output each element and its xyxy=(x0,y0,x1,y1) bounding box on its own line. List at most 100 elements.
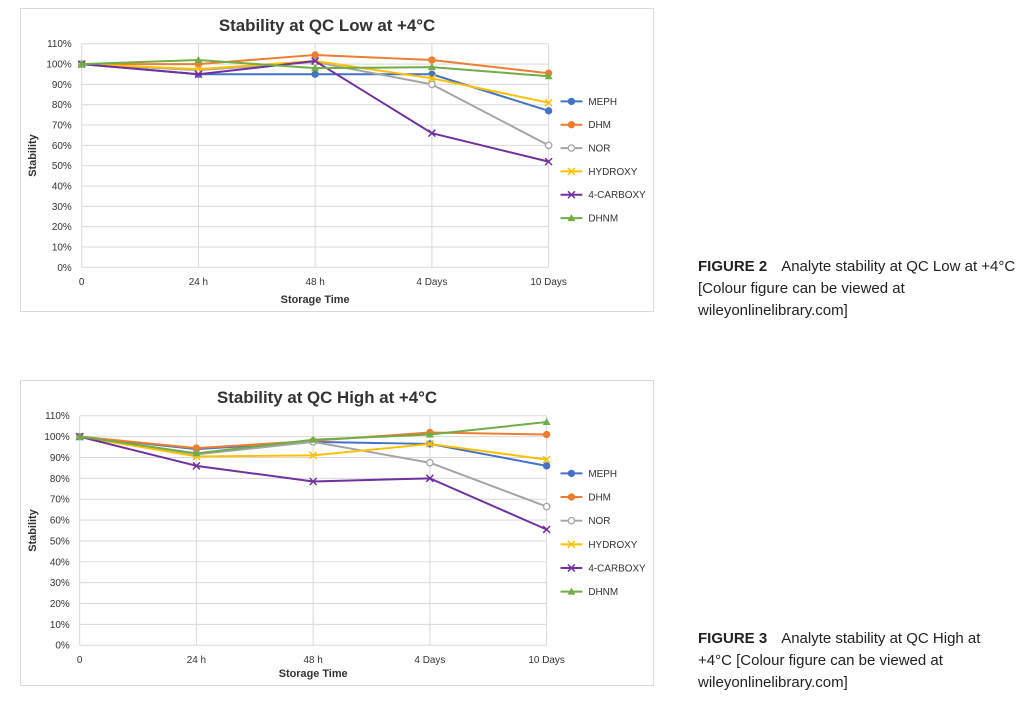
legend-item-meph: MEPH xyxy=(560,97,617,108)
data-point-dhm xyxy=(428,56,436,64)
y-tick-label: 110% xyxy=(45,411,70,422)
y-tick-label: 20% xyxy=(50,599,70,610)
data-point-4-carboxy xyxy=(425,474,434,483)
x-tick-label: 0 xyxy=(77,655,83,666)
data-point-dhnm xyxy=(77,60,86,68)
y-tick-label: 80% xyxy=(50,474,70,485)
data-point-nor xyxy=(428,80,436,89)
y-tick-label: 10% xyxy=(50,620,70,631)
data-point-nor xyxy=(544,141,553,150)
series-dhnm xyxy=(75,418,551,457)
legend-label: 4-CARBOXY xyxy=(588,563,646,574)
x-tick-label: 4 Days xyxy=(414,655,445,666)
data-point-nor xyxy=(426,458,434,467)
legend-item-dhnm: DHNM xyxy=(560,214,618,225)
data-point-hydroxy xyxy=(425,439,434,448)
legend-marker xyxy=(567,493,576,501)
data-point-dhm xyxy=(542,430,551,439)
y-tick-label: 60% xyxy=(52,141,72,152)
series-4-carboxy xyxy=(77,57,553,166)
data-point-4-carboxy xyxy=(311,57,320,66)
y-tick-label: 90% xyxy=(50,453,70,464)
legend-item-hydroxy: HYDROXY xyxy=(560,167,638,178)
y-tick-label: 0% xyxy=(55,641,70,652)
figure-3-text: Analyte stability at QC High at +4°C [Co… xyxy=(698,630,981,691)
legend-marker xyxy=(567,587,576,595)
legend-marker xyxy=(567,469,576,478)
y-tick-label: 0% xyxy=(57,263,72,274)
legend: MEPH DHM NOR HYDROXY 4-CARBOXY DHNM xyxy=(560,469,646,598)
data-point-dhnm xyxy=(427,63,436,71)
data-point-hydroxy xyxy=(427,74,436,83)
legend-marker xyxy=(567,167,576,176)
legend-marker xyxy=(567,121,576,129)
legend-item-dhnm: DHNM xyxy=(560,587,618,598)
data-point-meph xyxy=(544,107,553,115)
legend-label: DHM xyxy=(588,120,611,131)
y-tick-label: 30% xyxy=(52,202,72,213)
data-point-4-carboxy xyxy=(192,461,201,470)
y-tick-label: 40% xyxy=(52,181,72,192)
legend: MEPH DHM NOR HYDROXY 4-CARBOXY DHNM xyxy=(560,97,646,225)
y-axis-title: Stability xyxy=(27,509,39,551)
y-tick-label: 110% xyxy=(47,39,72,50)
data-point-dhnm xyxy=(425,430,434,438)
x-axis-title: Storage Time xyxy=(279,668,348,680)
legend-label: DHM xyxy=(588,493,611,504)
data-point-4-carboxy xyxy=(542,525,551,534)
legend-label: 4-CARBOXY xyxy=(588,190,646,201)
legend-marker xyxy=(567,190,576,199)
legend-label: MEPH xyxy=(588,97,617,108)
legend-label: HYDROXY xyxy=(588,167,637,178)
legend-item-nor: NOR xyxy=(560,144,610,155)
legend-item-dhm: DHM xyxy=(560,493,611,504)
x-tick-label: 10 Days xyxy=(528,655,564,666)
chart-qc-low: Stability at QC Low at +4°C 0% 10% 20% 30% 40… xyxy=(27,16,646,306)
legend-marker xyxy=(567,563,576,572)
figure-2-text: Analyte stability at QC Low at +4°C [Col… xyxy=(698,258,1016,319)
data-point-meph xyxy=(311,70,319,78)
chart-title: Stability at QC Low at +4°C xyxy=(219,16,435,35)
data-point-dhnm xyxy=(542,418,551,426)
figure-2-caption: FIGURE 2 Analyte stability at QC Low at +… xyxy=(698,256,1018,322)
y-tick-label: 50% xyxy=(52,161,72,172)
legend-label: DHNM xyxy=(588,214,618,225)
data-point-hydroxy xyxy=(542,455,551,464)
y-tick-label: 70% xyxy=(50,495,70,506)
legend-label: DHNM xyxy=(588,587,618,598)
data-point-hydroxy xyxy=(544,98,553,107)
x-tick-label: 24 h xyxy=(189,277,208,288)
legend-item-4-carboxy: 4-CARBOXY xyxy=(560,190,646,201)
y-tick-label: 50% xyxy=(50,536,70,547)
legend-label: HYDROXY xyxy=(588,540,637,551)
data-point-4-carboxy xyxy=(544,157,553,166)
y-tick-label: 40% xyxy=(50,557,70,568)
data-point-dhm xyxy=(311,51,319,59)
figure-3-label: FIGURE 3 xyxy=(698,630,768,647)
legend-marker xyxy=(567,516,576,525)
data-point-4-carboxy xyxy=(309,477,318,486)
legend-item-nor: NOR xyxy=(560,516,610,527)
legend-label: NOR xyxy=(588,516,610,527)
y-tick-label: 100% xyxy=(46,60,72,71)
legend-item-hydroxy: HYDROXY xyxy=(560,540,638,551)
data-point-4-carboxy xyxy=(427,129,436,138)
legend-item-meph: MEPH xyxy=(560,469,617,480)
legend-label: MEPH xyxy=(588,469,617,480)
x-tick-label: 24 h xyxy=(187,655,206,666)
y-tick-label: 90% xyxy=(52,80,72,91)
chart-qc-high-panel: Stability at QC High at +4°C 0% 10% 20% 30% 4… xyxy=(20,380,654,686)
data-point-dhnm xyxy=(75,432,84,440)
x-tick-label: 48 h xyxy=(305,277,324,288)
data-point-4-carboxy xyxy=(194,70,203,79)
legend-marker xyxy=(567,97,576,106)
x-tick-label: 4 Days xyxy=(416,277,447,288)
legend-marker xyxy=(567,144,576,152)
data-point-dhnm xyxy=(192,449,201,457)
x-tick-label: 48 h xyxy=(304,655,323,666)
legend-marker xyxy=(567,214,576,222)
legend-item-4-carboxy: 4-CARBOXY xyxy=(560,563,646,574)
data-point-nor xyxy=(542,502,551,511)
chart-qc-low-panel: Stability at QC Low at +4°C 0% 10% 20% 30% 40… xyxy=(20,8,654,312)
figure-2-label: FIGURE 2 xyxy=(698,258,768,275)
